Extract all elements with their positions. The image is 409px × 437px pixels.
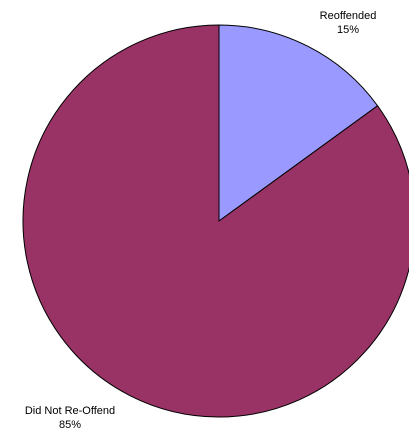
slice-label-did-not-reoffend-value: 85% [58,419,82,431]
slice-label-reoffended-name: Reoffended [319,10,377,22]
slice-label-reoffended-value: 15% [336,24,360,36]
pie-slice-reoffended [218,24,379,222]
pie-slice-did-not-re-offend [22,24,409,418]
slice-label-did-not-reoffend-name: Did Not Re-Offend [24,405,116,417]
slice-label-reoffended: Reoffended 15% [320,9,377,37]
slice-label-did-not-reoffend: Did Not Re-Offend 85% [25,404,115,432]
